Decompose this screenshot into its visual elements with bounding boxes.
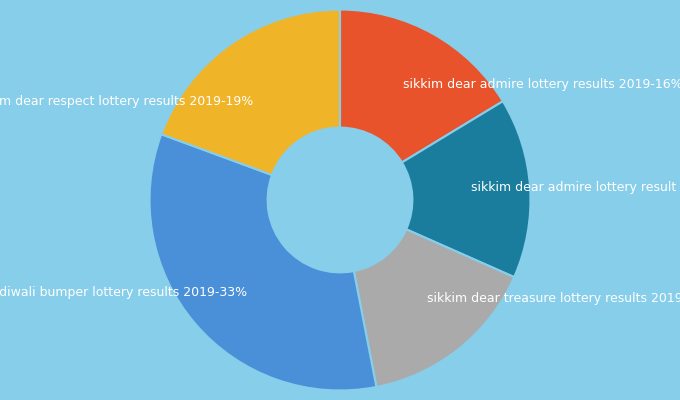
Text: sikkim dear treasure lottery results 2019-15%: sikkim dear treasure lottery results 201…	[427, 292, 680, 305]
Wedge shape	[150, 134, 377, 390]
Text: west bengal diwali bumper lottery results 2019-33%: west bengal diwali bumper lottery result…	[0, 286, 247, 300]
Text: sikkim dear admire lottery results 2019-16%: sikkim dear admire lottery results 2019-…	[403, 78, 680, 91]
Wedge shape	[354, 229, 514, 387]
Text: sikkim dear respect lottery results 2019-19%: sikkim dear respect lottery results 2019…	[0, 95, 253, 108]
Text: sikkim dear admire lottery result 2019-15%: sikkim dear admire lottery result 2019-1…	[471, 181, 680, 194]
Wedge shape	[340, 10, 503, 162]
Wedge shape	[161, 10, 340, 175]
Wedge shape	[402, 101, 530, 277]
